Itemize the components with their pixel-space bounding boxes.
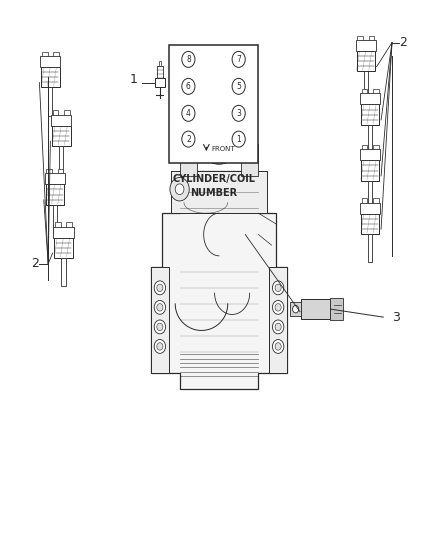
- Bar: [42, 52, 48, 56]
- Bar: [357, 36, 363, 40]
- Bar: [64, 110, 70, 115]
- Bar: [55, 222, 61, 227]
- Bar: [66, 222, 72, 227]
- Circle shape: [170, 177, 189, 201]
- Circle shape: [272, 340, 284, 353]
- Circle shape: [198, 113, 240, 164]
- Bar: [157, 66, 162, 78]
- FancyBboxPatch shape: [52, 126, 71, 146]
- Circle shape: [182, 131, 195, 147]
- Bar: [360, 149, 380, 160]
- Bar: [373, 198, 378, 203]
- Bar: [362, 89, 367, 93]
- Text: 8: 8: [186, 55, 191, 64]
- Circle shape: [154, 340, 166, 353]
- Bar: [53, 110, 59, 115]
- Circle shape: [182, 51, 195, 67]
- Circle shape: [154, 320, 166, 334]
- Bar: [53, 205, 57, 233]
- Bar: [53, 227, 74, 238]
- Bar: [269, 266, 287, 373]
- Text: CYLINDER/COIL: CYLINDER/COIL: [172, 174, 255, 184]
- Text: 3: 3: [236, 109, 241, 118]
- Bar: [329, 298, 343, 320]
- Bar: [360, 93, 380, 104]
- Bar: [368, 36, 374, 40]
- Bar: [61, 258, 66, 286]
- Text: 5: 5: [236, 82, 241, 91]
- FancyBboxPatch shape: [357, 51, 375, 71]
- Circle shape: [272, 301, 284, 314]
- Circle shape: [157, 284, 163, 292]
- Bar: [48, 87, 53, 116]
- Bar: [171, 171, 267, 213]
- FancyBboxPatch shape: [301, 299, 329, 319]
- Bar: [59, 146, 64, 174]
- Circle shape: [157, 323, 163, 330]
- Text: 2: 2: [31, 257, 39, 270]
- Circle shape: [232, 106, 245, 122]
- Circle shape: [272, 281, 284, 295]
- Bar: [45, 173, 65, 184]
- Circle shape: [182, 78, 195, 94]
- Text: 2: 2: [399, 36, 407, 49]
- Circle shape: [215, 133, 223, 144]
- Bar: [364, 71, 368, 100]
- Circle shape: [275, 323, 281, 330]
- Bar: [356, 40, 376, 51]
- Circle shape: [275, 304, 281, 311]
- Text: 4: 4: [186, 109, 191, 118]
- Circle shape: [207, 124, 231, 154]
- FancyBboxPatch shape: [361, 214, 379, 234]
- Text: NUMBER: NUMBER: [190, 188, 237, 198]
- Circle shape: [272, 320, 284, 334]
- Circle shape: [157, 304, 163, 311]
- Bar: [169, 45, 258, 163]
- FancyBboxPatch shape: [41, 67, 60, 87]
- FancyBboxPatch shape: [361, 160, 379, 181]
- Bar: [290, 302, 301, 316]
- Circle shape: [182, 106, 195, 122]
- Bar: [159, 61, 161, 66]
- FancyBboxPatch shape: [54, 238, 73, 258]
- Bar: [241, 144, 258, 176]
- Text: FRONT: FRONT: [212, 146, 235, 152]
- Bar: [373, 89, 378, 93]
- Text: 3: 3: [392, 311, 400, 324]
- Bar: [368, 181, 372, 209]
- Bar: [57, 169, 63, 173]
- Text: 6: 6: [186, 82, 191, 91]
- Bar: [360, 203, 380, 214]
- Bar: [151, 266, 169, 373]
- Bar: [368, 234, 372, 262]
- Circle shape: [275, 284, 281, 292]
- Circle shape: [175, 184, 184, 195]
- Circle shape: [157, 343, 163, 350]
- FancyBboxPatch shape: [155, 78, 165, 87]
- Circle shape: [275, 343, 281, 350]
- Polygon shape: [151, 171, 287, 389]
- Circle shape: [232, 78, 245, 94]
- Circle shape: [232, 51, 245, 67]
- Bar: [362, 145, 367, 149]
- Bar: [368, 125, 372, 153]
- Bar: [51, 115, 71, 126]
- Bar: [46, 169, 52, 173]
- Bar: [362, 198, 367, 203]
- FancyBboxPatch shape: [361, 104, 379, 125]
- Text: 2: 2: [186, 135, 191, 143]
- Bar: [53, 52, 59, 56]
- Circle shape: [232, 131, 245, 147]
- Circle shape: [154, 281, 166, 295]
- Text: 1: 1: [130, 74, 138, 86]
- Text: 7: 7: [236, 55, 241, 64]
- Circle shape: [293, 305, 299, 313]
- Bar: [40, 56, 60, 67]
- FancyBboxPatch shape: [46, 184, 64, 205]
- Circle shape: [154, 301, 166, 314]
- Bar: [180, 144, 197, 176]
- Text: 1: 1: [236, 135, 241, 143]
- Bar: [373, 145, 378, 149]
